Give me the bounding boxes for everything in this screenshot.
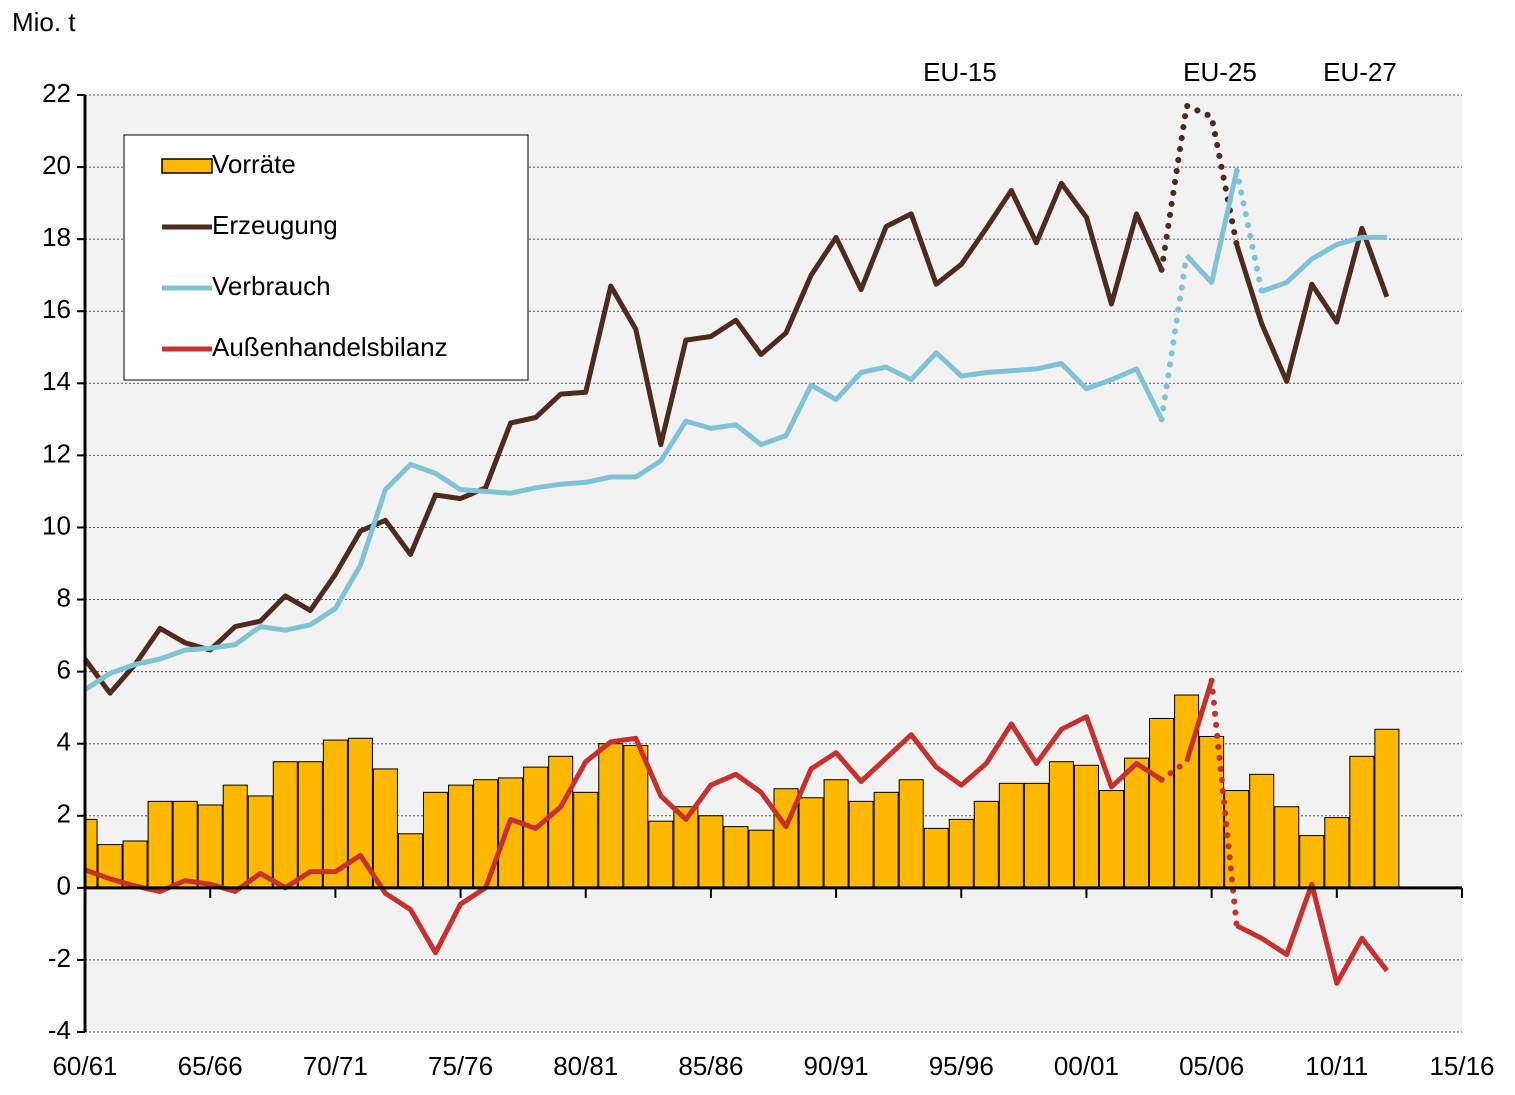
y-tick-label: 8: [57, 582, 71, 612]
x-tick-label: 95/96: [929, 1051, 994, 1081]
bar: [1274, 806, 1300, 889]
bar: [1349, 755, 1375, 889]
bar: [1324, 817, 1350, 889]
y-tick-label: -2: [48, 943, 71, 973]
line: [83, 350, 1164, 692]
y-tick-label: 22: [42, 78, 71, 108]
bar: [1249, 773, 1275, 889]
bar: [272, 761, 298, 889]
bar: [297, 761, 323, 889]
bar: [573, 791, 599, 889]
bar: [1098, 790, 1125, 889]
y-tick-label: 6: [57, 654, 71, 684]
bar: [823, 779, 849, 889]
y-tick-label: 4: [57, 727, 71, 757]
legend-label: Erzeugung: [212, 210, 338, 240]
line: [1233, 167, 1265, 295]
bar: [197, 804, 223, 889]
bar: [397, 833, 423, 889]
bar: [748, 829, 774, 889]
bar: [1224, 790, 1250, 889]
bar: [623, 744, 649, 889]
bar: [422, 791, 449, 889]
bar: [1149, 717, 1175, 889]
bar: [498, 777, 524, 889]
legend-box: [123, 134, 529, 381]
y-tick-label: -4: [48, 1015, 71, 1045]
x-tick-label: 65/66: [178, 1051, 243, 1081]
bar: [923, 827, 949, 889]
bar: [948, 818, 974, 889]
bar: [648, 820, 674, 889]
bar: [1048, 761, 1074, 889]
bar: [172, 800, 198, 889]
bar: [222, 784, 248, 889]
bar: [873, 791, 899, 889]
x-tick-label: 05/06: [1179, 1051, 1244, 1081]
bar: [1124, 757, 1150, 889]
line: [1260, 234, 1387, 294]
bar: [798, 797, 824, 889]
bar: [1299, 835, 1325, 889]
lines: [82, 102, 1390, 986]
bar: [1073, 764, 1099, 889]
unit-label: Mio. t: [12, 7, 76, 37]
bar: [1174, 694, 1200, 889]
legend-label: Außenhandelsbilanz: [212, 332, 448, 362]
x-tick-label: 10/11: [1305, 1051, 1368, 1081]
line: [1234, 225, 1390, 384]
y-tick-label: 2: [57, 799, 71, 829]
bar: [998, 782, 1024, 889]
x-tick-label: 90/91: [804, 1051, 869, 1081]
bar: [598, 743, 624, 889]
y-tick-label: 20: [42, 150, 71, 180]
x-tick-label: 75/76: [428, 1051, 493, 1081]
x-tick-label: 00/01: [1054, 1051, 1119, 1081]
bar: [1374, 728, 1400, 889]
bar: [448, 784, 474, 889]
bar: [773, 788, 799, 889]
bar: [1023, 782, 1049, 889]
bar: [1199, 735, 1225, 889]
annotation: EU-15: [923, 57, 997, 87]
y-tick-label: 0: [57, 871, 71, 901]
bar: [698, 815, 724, 889]
x-tick-label: 60/61: [52, 1051, 117, 1081]
y-tick-label: 18: [42, 222, 71, 252]
bar: [372, 768, 398, 889]
line: [1235, 881, 1389, 986]
y-tick-label: 14: [42, 366, 71, 396]
legend: Vorräte Erzeugung Verbrauch Außenhandelsbil…: [123, 134, 529, 381]
annotation: EU-27: [1323, 57, 1397, 87]
line: [1184, 170, 1240, 285]
y-tick-label: 16: [42, 294, 71, 324]
bar: [848, 800, 874, 889]
y-tick-label: 10: [42, 510, 71, 540]
legend-swatch: [161, 158, 213, 174]
x-tick-label: 70/71: [303, 1051, 368, 1081]
line: [1184, 679, 1214, 763]
bar: [147, 800, 173, 889]
bar: [898, 779, 924, 889]
x-tick-label: 85/86: [678, 1051, 743, 1081]
bar: [723, 826, 749, 889]
line: [1158, 102, 1240, 273]
x-tick-label: 15/16: [1429, 1051, 1494, 1081]
legend-label: Verbrauch: [212, 271, 331, 301]
annotation: EU-25: [1183, 57, 1257, 87]
x-tick-label: 80/81: [553, 1051, 618, 1081]
line: [1208, 677, 1240, 929]
y-tick-label: 12: [42, 438, 71, 468]
bar: [122, 840, 148, 889]
line: [82, 180, 1164, 696]
bars: [85, 694, 1400, 889]
bar: [973, 800, 999, 889]
bar: [548, 755, 574, 889]
line: [84, 714, 1163, 956]
legend-label: Vorräte: [212, 149, 296, 179]
axes: -4 -2 0 2 4 6 8 10 12 14 16 18 20 22 60/61 65/66 70/71 75…: [42, 78, 1494, 1081]
